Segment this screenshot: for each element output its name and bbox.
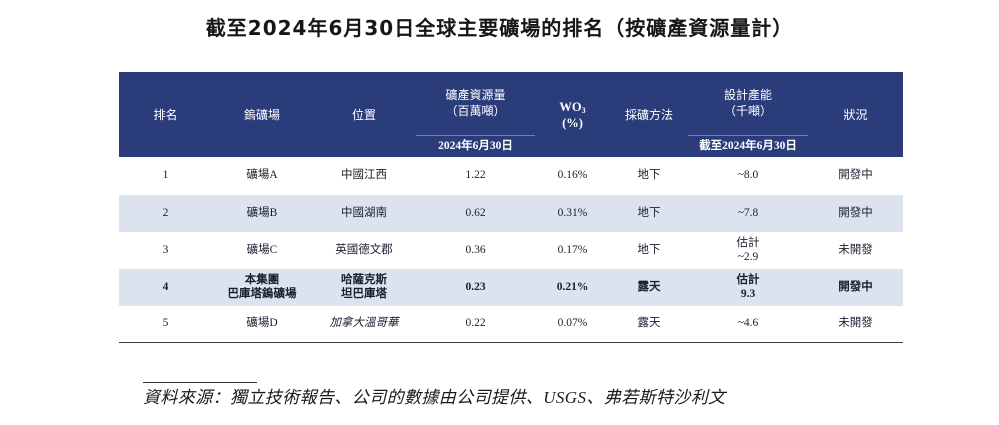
resources-cell: 0.62 bbox=[416, 195, 535, 232]
rank-cell: 2 bbox=[119, 195, 212, 232]
location-name-part1: 哈薩克斯 bbox=[341, 274, 387, 286]
capacity-value: ~8.0 bbox=[737, 169, 759, 182]
location-cell: 英國德文郡 bbox=[312, 232, 416, 269]
table-body: 1 礦場A 中國江西 1.22 0.16% 地下 ~8.0 開發中 2 礦場B … bbox=[119, 157, 903, 343]
mine-cell: 礦場A bbox=[212, 157, 312, 195]
header-resources-unit: （百萬噸） bbox=[445, 104, 506, 119]
header-row: 排名 鎢礦場 位置 礦產資源量 （百萬噸） WO3 (%) 採礦方法 設計產能 … bbox=[119, 72, 903, 157]
source-note: 資料來源：獨立技術報告、公司的數據由公司提供、USGS、弗若斯特沙利文 bbox=[143, 388, 726, 407]
location-cell: 加拿大溫哥華 bbox=[312, 306, 416, 343]
mine-ranking-table: 排名 鎢礦場 位置 礦產資源量 （百萬噸） WO3 (%) 採礦方法 設計產能 … bbox=[119, 72, 903, 343]
header-mine: 鎢礦場 bbox=[212, 72, 312, 157]
location-name: 中國湖南 bbox=[341, 206, 387, 219]
capacity-cell: ~4.6 bbox=[688, 306, 808, 343]
mine-cell: 礦場C bbox=[212, 232, 312, 269]
resources-cell: 0.36 bbox=[416, 232, 535, 269]
mine-name: 礦場B bbox=[246, 206, 278, 219]
header-capacity: 設計產能 （千噸） bbox=[688, 72, 808, 135]
capacity-cell: ~8.0 bbox=[688, 157, 808, 195]
capacity-qualifier: 估計 bbox=[736, 274, 760, 286]
grade-cell: 0.21% bbox=[535, 269, 610, 306]
location-name: 英國德文郡 bbox=[335, 243, 393, 256]
grade-cell: 0.07% bbox=[535, 306, 610, 343]
capacity-cell: 估計 9.3 bbox=[688, 269, 808, 306]
grade-cell: 0.16% bbox=[535, 157, 610, 195]
header-capacity-label: 設計產能 bbox=[723, 88, 772, 103]
header-location: 位置 bbox=[312, 72, 416, 157]
capacity-value: 9.3 bbox=[740, 287, 756, 300]
source-divider bbox=[143, 382, 257, 383]
method-cell: 露天 bbox=[610, 269, 688, 306]
header-method: 採礦方法 bbox=[610, 72, 688, 157]
rank-cell: 5 bbox=[119, 306, 212, 343]
status-cell: 開發中 bbox=[808, 157, 903, 195]
capacity-qualifier: 估計 bbox=[736, 237, 760, 249]
header-grade-label: WO bbox=[559, 99, 582, 114]
capacity-cell: 估計 ~2.9 bbox=[688, 232, 808, 269]
capacity-value: ~2.9 bbox=[737, 250, 759, 263]
location-name: 加拿大溫哥華 bbox=[329, 317, 399, 329]
rank-cell: 3 bbox=[119, 232, 212, 269]
header-capacity-date: 截至2024年6月30日 bbox=[688, 134, 808, 157]
header-capacity-unit: （千噸） bbox=[723, 104, 772, 119]
mine-name: 礦場C bbox=[246, 243, 278, 256]
table-row: 2 礦場B 中國湖南 0.62 0.31% 地下 ~7.8 開發中 bbox=[119, 195, 903, 232]
location-cell: 中國湖南 bbox=[312, 195, 416, 232]
location-name: 中國江西 bbox=[341, 169, 387, 182]
header-rank: 排名 bbox=[119, 72, 212, 157]
header-grade-formula: WO3 bbox=[535, 99, 610, 115]
table-row: 1 礦場A 中國江西 1.22 0.16% 地下 ~8.0 開發中 bbox=[119, 157, 903, 195]
status-cell: 開發中 bbox=[808, 195, 903, 232]
grade-cell: 0.17% bbox=[535, 232, 610, 269]
resources-cell: 1.22 bbox=[416, 157, 535, 195]
location-cell: 中國江西 bbox=[312, 157, 416, 195]
header-status: 狀況 bbox=[808, 72, 903, 157]
method-cell: 地下 bbox=[610, 157, 688, 195]
resources-cell: 0.23 bbox=[416, 269, 535, 306]
header-grade: WO3 (%) bbox=[535, 72, 610, 157]
mine-cell: 本集團 巴庫塔鎢礦場 bbox=[212, 269, 312, 306]
table-title: 截至2024年6月30日全球主要礦場的排名（按礦產資源量計） bbox=[205, 16, 794, 40]
mine-name: 巴庫塔鎢礦場 bbox=[227, 287, 297, 300]
table-row: 3 礦場C 英國德文郡 0.36 0.17% 地下 估計 ~2.9 未開發 bbox=[119, 232, 903, 269]
mine-owner: 本集團 bbox=[244, 274, 280, 286]
header-grade-subscript: 3 bbox=[581, 105, 586, 115]
capacity-value: ~7.8 bbox=[737, 206, 759, 219]
status-cell: 未開發 bbox=[808, 232, 903, 269]
status-cell: 開發中 bbox=[808, 269, 903, 306]
table-row: 5 礦場D 加拿大溫哥華 0.22 0.07% 露天 ~4.6 未開發 bbox=[119, 306, 903, 343]
mine-cell: 礦場B bbox=[212, 195, 312, 232]
resources-cell: 0.22 bbox=[416, 306, 535, 343]
method-cell: 地下 bbox=[610, 232, 688, 269]
grade-cell: 0.31% bbox=[535, 195, 610, 232]
mine-name: 礦場A bbox=[246, 169, 278, 182]
status-cell: 未開發 bbox=[808, 306, 903, 343]
rank-cell: 1 bbox=[119, 157, 212, 195]
capacity-value: ~4.6 bbox=[737, 317, 759, 329]
header-resources: 礦產資源量 （百萬噸） bbox=[416, 72, 535, 135]
header-resources-label: 礦產資源量 bbox=[445, 88, 506, 103]
location-name-part2: 坦巴庫塔 bbox=[341, 287, 387, 300]
header-resources-date: 2024年6月30日 bbox=[416, 134, 535, 157]
method-cell: 地下 bbox=[610, 195, 688, 232]
mine-cell: 礦場D bbox=[212, 306, 312, 343]
method-cell: 露天 bbox=[610, 306, 688, 343]
header-grade-unit: (%) bbox=[562, 115, 583, 130]
table-row-group-mine: 4 本集團 巴庫塔鎢礦場 哈薩克斯 坦巴庫塔 0.23 0.21% 露天 估計 … bbox=[119, 269, 903, 306]
location-cell: 哈薩克斯 坦巴庫塔 bbox=[312, 269, 416, 306]
table-header: 排名 鎢礦場 位置 礦產資源量 （百萬噸） WO3 (%) 採礦方法 設計產能 … bbox=[119, 72, 903, 157]
capacity-cell: ~7.8 bbox=[688, 195, 808, 232]
mine-name: 礦場D bbox=[246, 317, 278, 329]
rank-cell: 4 bbox=[119, 269, 212, 306]
header-date-row: 2024年6月30日 截至2024年6月30日 bbox=[119, 134, 903, 157]
